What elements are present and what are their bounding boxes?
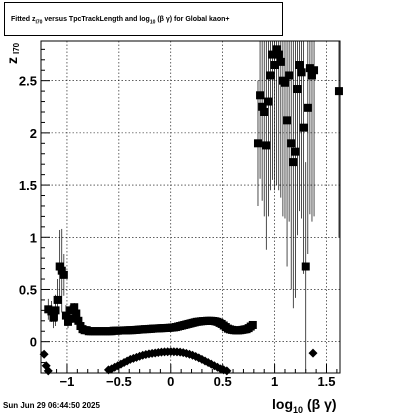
square-marker	[310, 66, 319, 75]
x-tick-label: 1	[271, 374, 278, 389]
square-marker	[334, 87, 343, 96]
square-marker	[283, 116, 292, 125]
square-marker	[258, 102, 267, 111]
data-points	[39, 45, 343, 376]
square-marker	[74, 316, 83, 325]
title-subscript-1: I70	[35, 19, 43, 26]
x-axis-title-tail: (β γ)	[307, 396, 337, 412]
square-marker	[59, 270, 68, 279]
chart-title: Fitted zI70 versus TpcTrackLength and lo…	[11, 16, 229, 25]
title-prefix: Fitted z	[11, 16, 36, 23]
square-marker	[272, 45, 281, 54]
square-marker	[295, 61, 304, 70]
axis-ticks	[41, 48, 338, 373]
square-marker	[301, 262, 310, 271]
title-middle: versus TpcTrackLength and log	[42, 16, 150, 23]
x-tick-label: −0.5	[106, 374, 132, 389]
square-marker	[262, 141, 271, 150]
square-marker	[264, 97, 273, 106]
y-tick-label: 1.5	[19, 178, 37, 193]
square-marker	[260, 107, 269, 116]
square-marker	[248, 320, 257, 329]
timestamp: Sun Jun 29 06:44:50 2025	[3, 401, 100, 410]
x-axis-title-main: log	[272, 396, 293, 412]
diamond-marker	[308, 348, 318, 358]
square-marker	[256, 91, 265, 100]
x-axis-title-subscript: 10	[293, 405, 303, 414]
x-axis-title: log10 (β γ)	[272, 396, 337, 414]
square-marker	[297, 68, 306, 77]
plot-frame	[40, 40, 341, 374]
square-marker	[47, 307, 56, 316]
square-marker	[70, 303, 79, 312]
y-axis-title-group: z I70	[4, 42, 21, 64]
square-marker	[293, 85, 302, 94]
square-marker	[303, 103, 312, 112]
square-marker	[53, 295, 62, 304]
title-subscript-2: 10	[149, 19, 156, 26]
y-tick-label: 1	[30, 230, 37, 245]
y-axis-title: z I70	[4, 42, 21, 64]
y-tick-label: 0	[30, 335, 37, 350]
square-marker	[51, 306, 60, 315]
square-marker	[285, 71, 294, 80]
square-marker	[291, 147, 300, 156]
square-marker	[49, 313, 58, 322]
x-tick-label: 1.5	[317, 374, 335, 389]
square-marker	[253, 139, 262, 148]
square-marker	[268, 50, 277, 59]
square-marker	[280, 78, 289, 87]
y-tick-label: 0.5	[19, 282, 37, 297]
square-marker	[299, 123, 308, 132]
title-suffix: (β γ) for Global kaon+	[155, 16, 230, 23]
square-marker	[276, 57, 285, 66]
square-marker	[55, 262, 64, 271]
y-tick-label: 2	[30, 126, 37, 141]
y-tick-label: 2.5	[19, 74, 37, 89]
chart-title-box: Fitted zI70 versus TpcTrackLength and lo…	[4, 2, 283, 36]
x-tick-label: 0	[167, 374, 174, 389]
square-marker	[270, 61, 279, 70]
square-marker	[274, 50, 283, 59]
square-marker	[287, 139, 296, 148]
square-marker	[57, 266, 66, 275]
x-tick-label: −1	[60, 374, 75, 389]
square-marker	[68, 314, 77, 323]
y-axis-title-subscript: I70	[12, 42, 21, 54]
square-marker	[266, 71, 275, 80]
square-marker	[305, 64, 314, 73]
square-marker	[61, 311, 70, 320]
y-axis-title-main: z	[4, 57, 20, 64]
square-marker	[63, 317, 72, 326]
square-marker	[66, 306, 75, 315]
square-marker	[72, 309, 81, 318]
square-marker	[307, 71, 316, 80]
square-marker	[289, 158, 298, 167]
x-tick-label: 0.5	[214, 374, 232, 389]
tick-labels: −1 −0.5 0 0.5 1 1.5 0 0.5 1 1.5 2 2.5	[19, 74, 336, 389]
